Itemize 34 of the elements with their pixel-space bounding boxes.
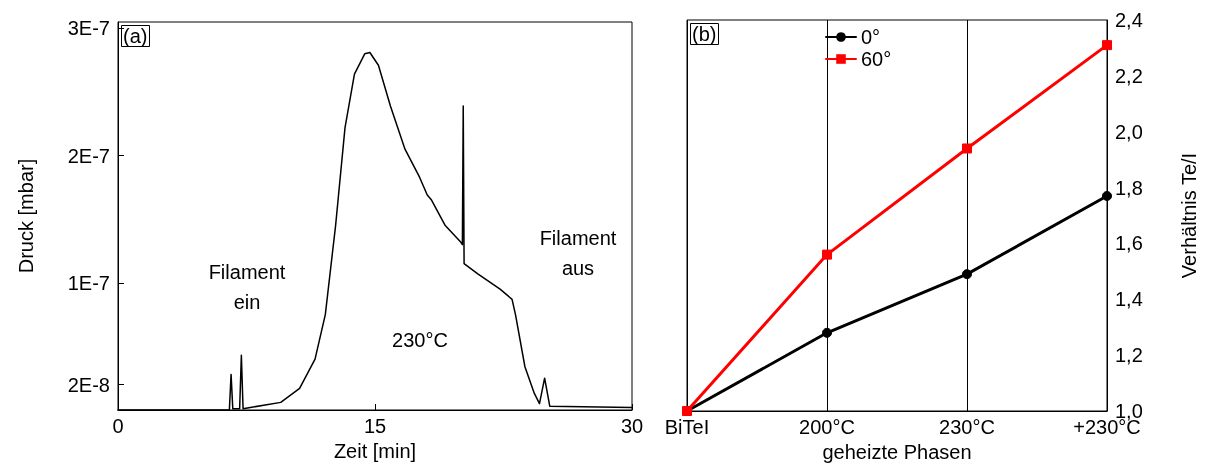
y-tick-label: 2,4 bbox=[1115, 9, 1143, 31]
y-tick-label: 2,2 bbox=[1115, 64, 1143, 87]
point bbox=[822, 249, 832, 260]
point bbox=[962, 143, 972, 154]
y-tick-label: 1,2 bbox=[1115, 344, 1143, 367]
y-tick-label: 1,8 bbox=[1115, 176, 1143, 199]
legend-label: 0° bbox=[861, 26, 881, 48]
point bbox=[1102, 40, 1112, 51]
point bbox=[962, 269, 972, 280]
legend-label: 60° bbox=[861, 48, 892, 70]
y-tick-label: 1E-7 bbox=[67, 271, 110, 294]
y-tick-label: 1,4 bbox=[1115, 288, 1143, 311]
y-tick-label: 1,6 bbox=[1115, 232, 1143, 255]
x-tick-label: 15 bbox=[363, 415, 387, 437]
x-tick-label: 230°C bbox=[939, 416, 995, 438]
x-axis-title: Zeit [min] bbox=[333, 439, 417, 462]
chart-title: (a) bbox=[123, 25, 148, 47]
x-tick-label: 30 bbox=[620, 415, 644, 437]
y-tick-label: 2,0 bbox=[1115, 120, 1143, 143]
annotation: Filament ein bbox=[208, 261, 286, 313]
point bbox=[822, 327, 832, 338]
y-tick-label: 2E-7 bbox=[67, 144, 110, 167]
x-axis-title: geheizte Phasen bbox=[822, 440, 972, 463]
chart-title: (b) bbox=[692, 23, 717, 45]
point bbox=[1102, 190, 1112, 201]
y-axis-title: Druck [mbar] bbox=[15, 158, 37, 274]
y-tick-label: 3E-7 bbox=[67, 17, 110, 40]
annotation: 230°C bbox=[392, 329, 448, 351]
x-tick-label: 200°C bbox=[799, 416, 855, 438]
x-tick-label: 0 bbox=[112, 415, 124, 437]
y-tick-label: 2E-8 bbox=[67, 373, 110, 396]
y-axis-title: Verhältnis Te/I bbox=[1178, 152, 1200, 279]
annotation: Filament aus bbox=[539, 227, 617, 279]
x-tick-label: BiTeI bbox=[664, 416, 710, 438]
